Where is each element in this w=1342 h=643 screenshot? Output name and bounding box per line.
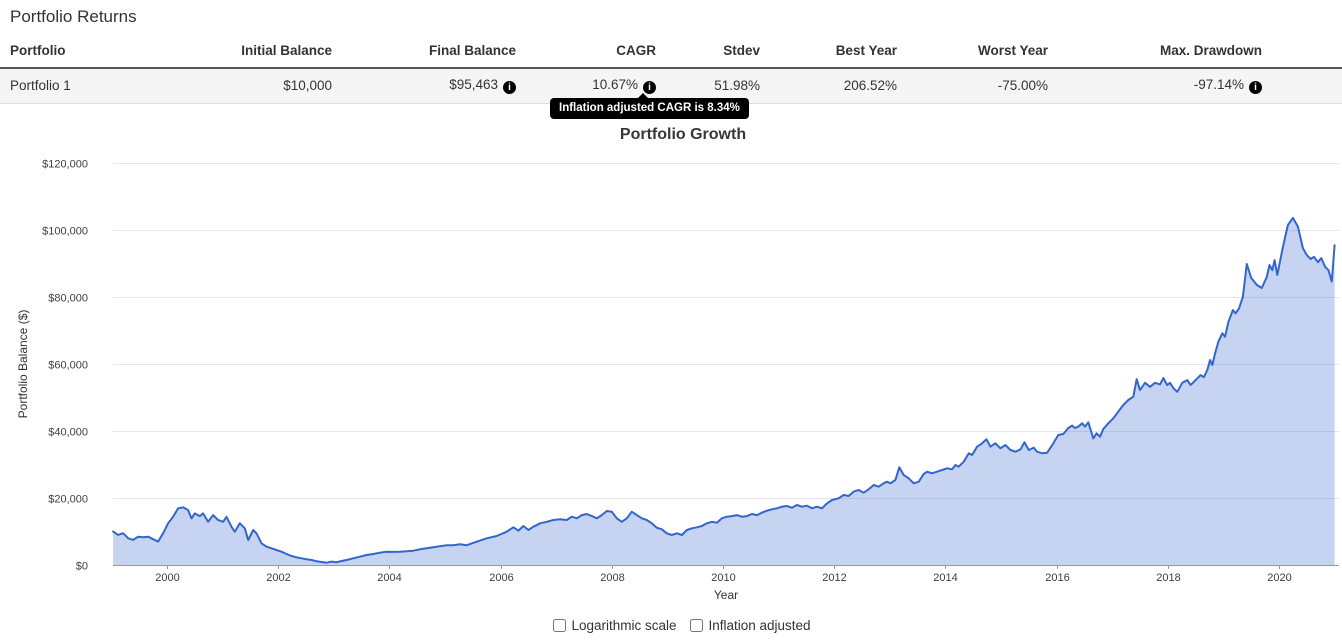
chart-title: Portfolio Growth [619, 126, 747, 143]
x-tick-label: 2002 [266, 572, 290, 584]
x-tick-label: 2012 [822, 572, 846, 584]
chart-controls: Logarithmic scale Inflation adjusted [11, 618, 1342, 633]
cagr-value: 10.67% [592, 77, 638, 92]
portfolio-growth-chart: $0 $20,000 $40,000 $60,000 $80,000 $100,000 $1… [16, 159, 1339, 602]
table-header-row: Portfolio Initial Balance Final Balance … [0, 36, 1342, 69]
column-header-stdev: Stdev [656, 36, 760, 69]
y-tick-label: $0 [76, 561, 88, 573]
max-drawdown-info-icon[interactable]: i [1249, 81, 1262, 94]
cagr-cell: 10.67% i [516, 68, 656, 104]
column-header-spacer [1262, 36, 1342, 69]
logarithmic-scale-option[interactable]: Logarithmic scale [553, 618, 676, 633]
y-axis-title: Portfolio Balance ($) [16, 310, 30, 419]
x-tick-label: 2020 [1267, 572, 1291, 584]
max-drawdown-cell: -97.14% i [1048, 68, 1262, 104]
page-title: Portfolio Returns [10, 7, 137, 26]
x-tick-label: 2018 [1156, 572, 1180, 584]
y-tick-label: $20,000 [48, 494, 88, 506]
final-balance-value: $95,463 [449, 77, 498, 92]
logarithmic-scale-checkbox[interactable] [553, 619, 567, 632]
tooltip-arrow-icon [638, 93, 648, 98]
x-tick-label: 2016 [1045, 572, 1069, 584]
logarithmic-scale-label: Logarithmic scale [571, 618, 677, 633]
worst-year-cell: -75.00% [897, 68, 1048, 104]
column-header-initial-balance: Initial Balance [180, 36, 332, 69]
stdev-cell: 51.98% [656, 68, 760, 104]
x-tick-label: 2014 [933, 572, 957, 584]
row-spacer [1262, 68, 1342, 104]
best-year-cell: 206.52% [760, 68, 897, 104]
inflation-adjusted-option[interactable]: Inflation adjusted [690, 618, 811, 633]
x-axis-title: Year [714, 588, 738, 602]
table-row: Portfolio 1 $10,000 $95,463 i 10.67% i 51.… [0, 68, 1342, 104]
y-tick-label: $80,000 [48, 293, 88, 305]
max-drawdown-value: -97.14% [1193, 77, 1244, 92]
y-tick-label: $40,000 [48, 427, 88, 439]
cagr-info-icon[interactable]: i [643, 81, 656, 94]
column-header-worst-year: Worst Year [897, 36, 1048, 69]
column-header-best-year: Best Year [760, 36, 897, 69]
column-header-final-balance: Final Balance [332, 36, 516, 69]
x-tick-label: 2008 [600, 572, 624, 584]
column-header-cagr: CAGR [516, 36, 656, 69]
y-tick-label: $60,000 [48, 360, 88, 372]
portfolio-name-cell: Portfolio 1 [0, 68, 180, 104]
portfolio-growth-line [112, 216, 1336, 564]
portfolio-summary-table: Portfolio Initial Balance Final Balance … [0, 36, 1342, 104]
x-tick-label: 2006 [489, 572, 513, 584]
cagr-tooltip: Inflation adjusted CAGR is 8.34% [550, 93, 749, 119]
x-tick-label: 2004 [377, 572, 401, 584]
inflation-adjusted-checkbox[interactable] [690, 619, 704, 632]
y-tick-label: $100,000 [42, 226, 88, 238]
initial-balance-cell: $10,000 [180, 68, 332, 104]
x-tick-label: 2010 [711, 572, 735, 584]
column-header-max-drawdown: Max. Drawdown [1048, 36, 1262, 69]
y-tick-label: $120,000 [42, 159, 88, 171]
final-balance-cell: $95,463 i [332, 68, 516, 104]
x-tick-label: 2000 [155, 572, 179, 584]
column-header-portfolio: Portfolio [0, 36, 180, 69]
portfolio-growth-area [113, 217, 1335, 565]
tooltip-text: Inflation adjusted CAGR is 8.34% [559, 102, 740, 114]
inflation-adjusted-label: Inflation adjusted [708, 618, 811, 633]
final-balance-info-icon[interactable]: i [503, 81, 516, 94]
